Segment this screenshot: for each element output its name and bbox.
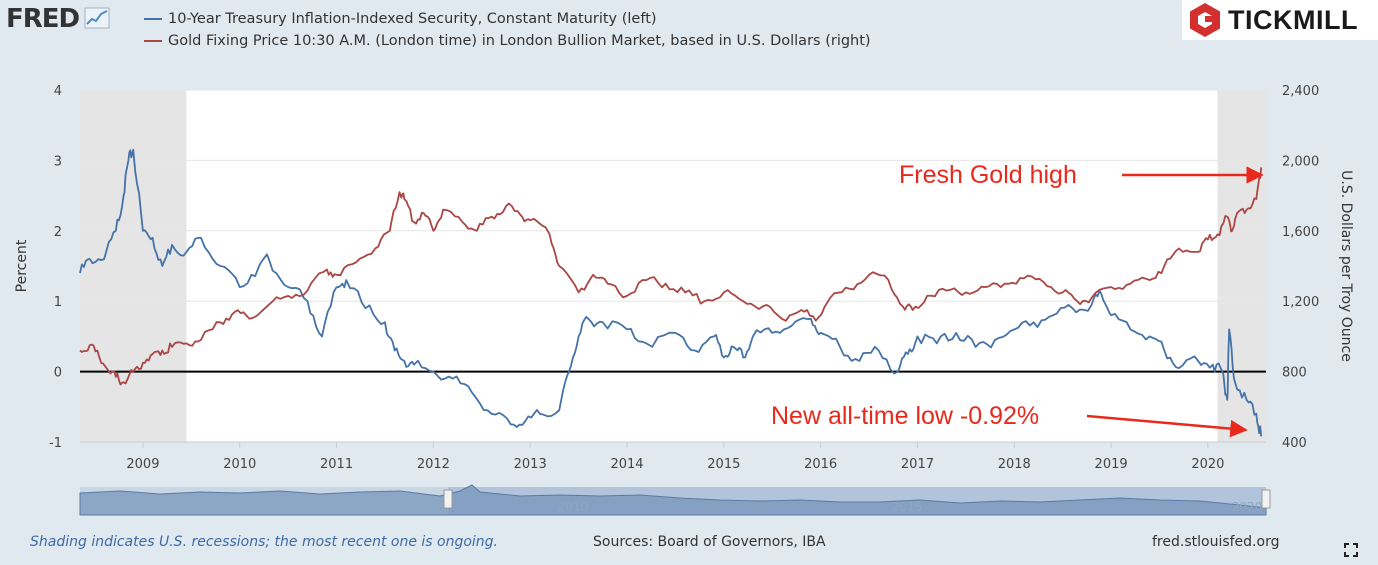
legend-item-tips[interactable]: 10-Year Treasury Inflation-Indexed Secur… bbox=[144, 8, 871, 30]
navigator-label-2: 2015 bbox=[892, 500, 923, 514]
legend-label-tips: 10-Year Treasury Inflation-Indexed Secur… bbox=[168, 11, 657, 27]
x-tick-label-0: 2009 bbox=[126, 457, 159, 472]
series-line-tips bbox=[79, 148, 1263, 437]
recession-shading-note: Shading indicates U.S. recessions; the m… bbox=[30, 534, 499, 550]
range-navigator[interactable]: 2005 2010 2015 2020 bbox=[79, 484, 1271, 516]
legend-swatch-gold bbox=[144, 40, 162, 42]
recession-shading bbox=[80, 90, 1266, 442]
navigator-handle-right[interactable] bbox=[1261, 489, 1271, 509]
recession-band-0 bbox=[80, 90, 187, 442]
x-tick-label-9: 2018 bbox=[998, 457, 1031, 472]
tickmill-logo: TICKMILL bbox=[1182, 0, 1378, 40]
y-right-tick-label-0: 400 bbox=[1282, 436, 1307, 451]
legend-label-gold: Gold Fixing Price 10:30 A.M. (London tim… bbox=[168, 33, 871, 49]
fullscreen-expand-icon[interactable] bbox=[1344, 543, 1358, 557]
y-left-tick-label-1: 0 bbox=[54, 366, 62, 381]
sources-text: Sources: Board of Governors, IBA bbox=[593, 534, 826, 550]
plot-area bbox=[80, 90, 1266, 442]
x-tick-label-8: 2017 bbox=[901, 457, 934, 472]
tickmill-wordmark: TICKMILL bbox=[1228, 4, 1358, 35]
annotation-tips-low: New all-time low -0.92% bbox=[771, 402, 1039, 430]
navigator-label-3: 2020 bbox=[1232, 500, 1263, 514]
navigator-label-0: 2005 bbox=[218, 500, 249, 514]
x-axis: 2009 2010 2011 2012 2013 2014 2015 2016 2017 2018… bbox=[80, 441, 1266, 472]
y-axis-right: 400 800 1,200 1,600 2,000 2,400 bbox=[1282, 84, 1319, 451]
x-tick-label-6: 2015 bbox=[707, 457, 740, 472]
y-axis-right-title: U.S. Dollars per Troy Ounce bbox=[1338, 170, 1354, 362]
legend-item-gold[interactable]: Gold Fixing Price 10:30 A.M. (London tim… bbox=[144, 30, 871, 52]
annotation-tips-arrow bbox=[1086, 414, 1248, 438]
series-lines bbox=[79, 148, 1263, 437]
annotation-gold-high: Fresh Gold high bbox=[899, 161, 1077, 189]
fred-url-link[interactable]: fred.stlouisfed.org bbox=[1152, 534, 1280, 550]
navigator-handle-left[interactable] bbox=[443, 489, 453, 509]
y-left-tick-label-4: 3 bbox=[54, 154, 62, 169]
y-right-tick-label-1: 800 bbox=[1282, 366, 1307, 381]
series-line-gold bbox=[79, 167, 1263, 386]
navigator-labels: 2005 2010 2015 2020 bbox=[218, 500, 1263, 514]
legend-swatch-tips bbox=[144, 18, 162, 20]
fred-graph-icon bbox=[84, 7, 110, 29]
y-left-tick-label-5: 4 bbox=[54, 84, 62, 99]
y-left-tick-label-3: 2 bbox=[54, 225, 62, 240]
chart-legend: 10-Year Treasury Inflation-Indexed Secur… bbox=[144, 8, 871, 52]
y-axis-left-title: Percent bbox=[14, 239, 30, 292]
fred-logo[interactable]: FRED bbox=[6, 4, 110, 34]
x-tick-label-10: 2019 bbox=[1095, 457, 1128, 472]
fred-wordmark: FRED bbox=[6, 4, 80, 34]
y-axis-left: -1 0 1 2 3 4 bbox=[49, 84, 62, 451]
recession-band-1 bbox=[1217, 90, 1266, 442]
tickmill-hexagon-icon bbox=[1190, 3, 1220, 37]
x-tick-label-4: 2013 bbox=[514, 457, 547, 472]
x-tick-label-5: 2014 bbox=[610, 457, 643, 472]
x-tick-label-1: 2010 bbox=[223, 457, 256, 472]
x-tick-label-2: 2011 bbox=[320, 457, 353, 472]
navigator-series bbox=[79, 484, 1267, 516]
y-right-tick-label-2: 1,200 bbox=[1282, 295, 1319, 310]
y-right-tick-label-4: 2,000 bbox=[1282, 154, 1319, 169]
y-left-tick-label-0: -1 bbox=[49, 436, 62, 451]
x-tick-label-11: 2020 bbox=[1191, 457, 1224, 472]
navigator-label-1: 2010 bbox=[558, 500, 589, 514]
y-left-tick-label-2: 1 bbox=[54, 295, 62, 310]
y-right-tick-label-3: 1,600 bbox=[1282, 225, 1319, 240]
y-right-tick-label-5: 2,400 bbox=[1282, 84, 1319, 99]
x-tick-label-3: 2012 bbox=[417, 457, 450, 472]
x-tick-label-7: 2016 bbox=[804, 457, 837, 472]
